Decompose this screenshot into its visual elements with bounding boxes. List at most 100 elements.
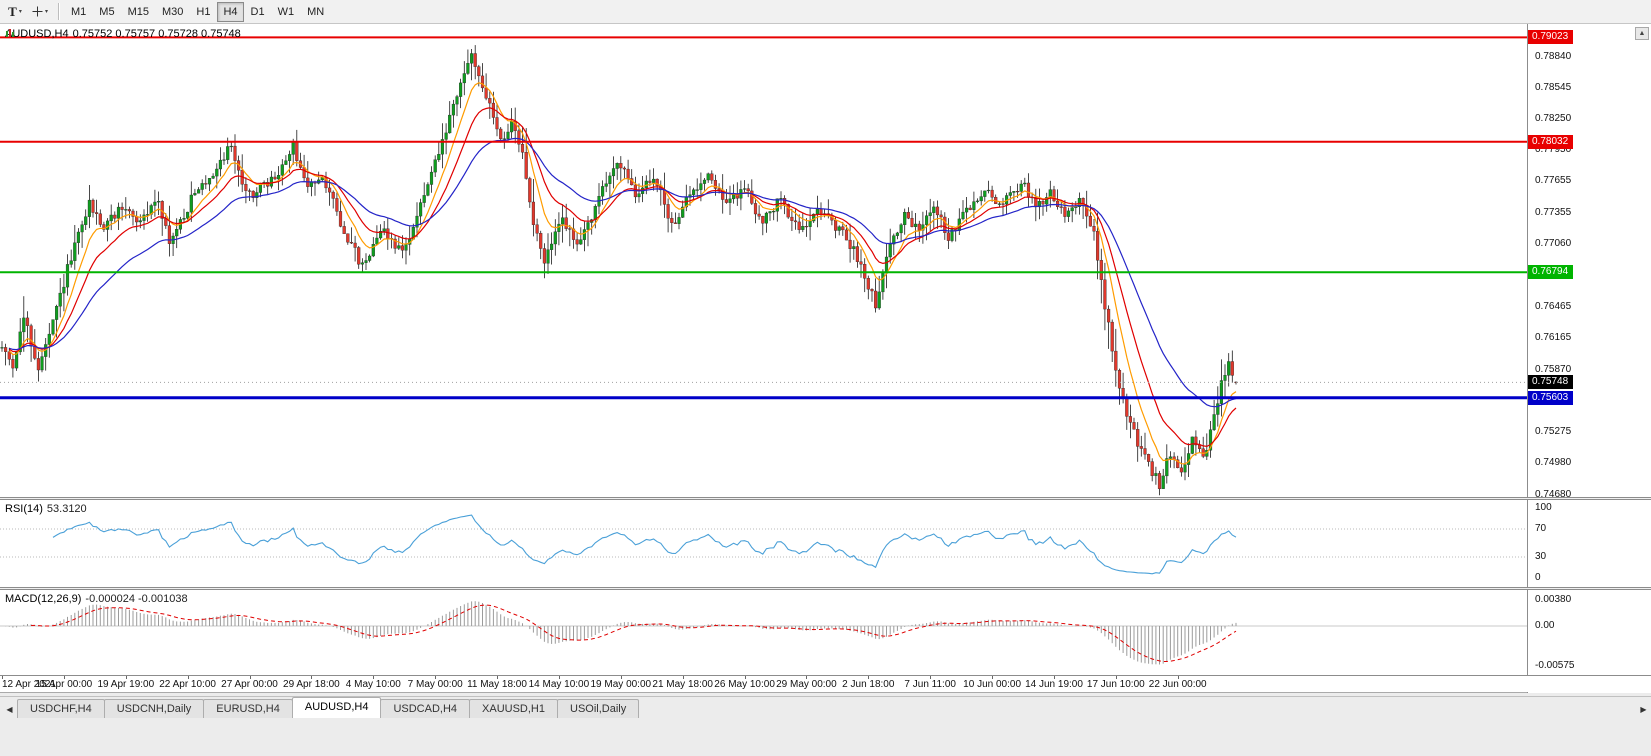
timeframe-m5[interactable]: M5 bbox=[93, 2, 120, 22]
toolbar: T ▾ ▾ M1 M5 M15 M30 H1 H4 D1 W1 MN bbox=[0, 0, 1651, 24]
chart-title: AUDUSD,H4 0.75752 0.75757 0.75728 0.7574… bbox=[5, 28, 241, 40]
templates-button[interactable]: T ▾ bbox=[3, 2, 27, 22]
chevron-down-icon: ▾ bbox=[18, 9, 22, 15]
candlestick-plot[interactable] bbox=[0, 24, 1527, 497]
time-label: 12 Apr 2021 bbox=[2, 679, 56, 690]
timeframe-m30[interactable]: M30 bbox=[156, 2, 189, 22]
time-tick bbox=[558, 676, 560, 679]
chart-tab-usdcad-h4[interactable]: USDCAD,H4 bbox=[380, 699, 471, 718]
tab-scroll-left-icon[interactable]: ◀ bbox=[2, 700, 17, 718]
price-tick: 0.78545 bbox=[1535, 81, 1572, 93]
timeframe-w1[interactable]: W1 bbox=[272, 2, 301, 22]
price-tick: 0.77355 bbox=[1535, 207, 1572, 219]
macd-tick: 0.00 bbox=[1535, 620, 1555, 631]
timeframe-m15[interactable]: M15 bbox=[122, 2, 155, 22]
time-label: 10 Jun 00:00 bbox=[963, 679, 1022, 690]
timeframe-mn[interactable]: MN bbox=[301, 2, 330, 22]
timeframe-d1[interactable]: D1 bbox=[245, 2, 271, 22]
chart-tab-usdchf-h4[interactable]: USDCHF,H4 bbox=[17, 699, 105, 718]
timeframe-h1[interactable]: H1 bbox=[190, 2, 216, 22]
tab-scroll-right-icon[interactable]: ▶ bbox=[1636, 700, 1651, 718]
price-tick: 0.77950 bbox=[1535, 144, 1572, 156]
rsi-tick: 70 bbox=[1535, 523, 1547, 534]
time-axis[interactable]: 12 Apr 2021 15 Apr 00:00 19 Apr 19:00 22 Ap… bbox=[0, 675, 1651, 692]
chart-symbol-label: AUDUSD,H4 bbox=[5, 28, 69, 40]
time-tick bbox=[497, 676, 498, 679]
time-tick bbox=[1054, 676, 1055, 679]
chevron-down-icon: ▾ bbox=[44, 9, 48, 15]
price-tick: 0.74980 bbox=[1535, 457, 1572, 469]
rsi-label: RSI(14) 53.3120 bbox=[5, 503, 87, 515]
time-tick bbox=[63, 676, 65, 679]
chart-tab-bar: ◀ USDCHF,H4 USDCNH,Daily EURUSD,H4 AUDUSD,H… bbox=[0, 696, 1651, 718]
macd-pane[interactable]: MACD(12,26,9) -0.000024 -0.001038 bbox=[0, 590, 1527, 675]
price-badge-0.76794: 0.76794 bbox=[1528, 265, 1574, 280]
time-tick bbox=[682, 676, 684, 679]
rsi-plot[interactable] bbox=[0, 500, 1527, 587]
time-tick bbox=[744, 676, 746, 679]
price-badge-0.78032: 0.78032 bbox=[1528, 134, 1574, 149]
time-label: 7 May 00:00 bbox=[407, 679, 463, 690]
price-tick: 0.77655 bbox=[1535, 175, 1572, 187]
time-tick bbox=[435, 676, 437, 679]
time-label: 21 May 18:00 bbox=[652, 679, 713, 690]
price-axis[interactable]: 0.78840 0.78545 0.78250 0.77950 0.77655 0.773… bbox=[1527, 24, 1651, 693]
macd-values: -0.000024 -0.001038 bbox=[85, 593, 188, 605]
macd-label: MACD(12,26,9) -0.000024 -0.001038 bbox=[5, 593, 188, 605]
chart-icon bbox=[6, 29, 14, 37]
price-tick: 0.74680 bbox=[1535, 488, 1572, 500]
chart-tab-eurusd-h4[interactable]: EURUSD,H4 bbox=[203, 699, 293, 718]
time-label: 2 Jun 18:00 bbox=[842, 679, 895, 690]
time-label: 4 May 10:00 bbox=[345, 679, 401, 690]
price-tick: 0.75275 bbox=[1535, 426, 1572, 438]
time-tick bbox=[311, 676, 313, 679]
chart-tab-xauusd-h1[interactable]: XAUUSD,H1 bbox=[469, 699, 558, 718]
time-label: 15 Apr 00:00 bbox=[35, 679, 93, 690]
chart-tab-usoil-daily[interactable]: USOil,Daily bbox=[557, 699, 640, 718]
price-tick: 0.78840 bbox=[1535, 50, 1572, 62]
crosshair-icon bbox=[32, 6, 43, 17]
scroll-up-button[interactable]: ▲ bbox=[1635, 27, 1649, 40]
chart-tab-audusd-h4[interactable]: AUDUSD,H4 bbox=[291, 697, 382, 718]
time-label: 27 Apr 00:00 bbox=[221, 679, 278, 690]
time-tick bbox=[187, 676, 189, 679]
time-tick bbox=[373, 676, 375, 679]
rsi-pane[interactable]: RSI(14) 53.3120 bbox=[0, 500, 1527, 587]
macd-plot[interactable] bbox=[0, 590, 1527, 675]
time-tick bbox=[868, 676, 870, 679]
cursor-button[interactable]: ▾ bbox=[28, 2, 52, 22]
time-label: 14 Jun 19:00 bbox=[1025, 679, 1083, 690]
time-label: 22 Jun 00:00 bbox=[1148, 679, 1207, 690]
timeframe-m1[interactable]: M1 bbox=[65, 2, 92, 22]
time-label: 29 Apr 18:00 bbox=[283, 679, 340, 690]
price-tick: 0.77060 bbox=[1535, 238, 1572, 250]
time-tick bbox=[930, 676, 932, 679]
price-tick: 0.75870 bbox=[1535, 363, 1572, 375]
time-tick bbox=[125, 676, 127, 679]
chart-ohlc-values: 0.75752 0.75757 0.75728 0.75748 bbox=[72, 28, 241, 40]
toolbar-separator bbox=[58, 3, 59, 20]
price-badge-0.75603: 0.75603 bbox=[1528, 390, 1574, 405]
pane-splitter[interactable] bbox=[0, 497, 1651, 500]
time-tick bbox=[992, 676, 994, 679]
rsi-tick: 0 bbox=[1535, 572, 1541, 583]
rsi-value: 53.3120 bbox=[46, 503, 87, 515]
time-label: 29 May 00:00 bbox=[776, 679, 837, 690]
tab-list: USDCHF,H4 USDCNH,Daily EURUSD,H4 AUDUSD,H4 U… bbox=[17, 697, 640, 718]
pane-splitter[interactable] bbox=[0, 587, 1651, 590]
time-tick bbox=[249, 676, 251, 679]
time-label: 22 Apr 10:00 bbox=[159, 679, 216, 690]
time-label: 17 Jun 10:00 bbox=[1086, 679, 1145, 690]
time-tick bbox=[620, 676, 622, 679]
timeframe-h4[interactable]: H4 bbox=[217, 1, 244, 22]
price-tick: 0.76465 bbox=[1535, 300, 1572, 312]
price-tick: 0.78250 bbox=[1535, 112, 1572, 124]
macd-tick: 0.00380 bbox=[1535, 593, 1572, 605]
price-badge-0.75748: 0.75748 bbox=[1528, 375, 1574, 390]
main-chart-pane[interactable]: AUDUSD,H4 0.75752 0.75757 0.75728 0.7574… bbox=[0, 24, 1527, 497]
time-label: 7 Jun 11:00 bbox=[904, 679, 956, 690]
chart-tab-usdcnh-daily[interactable]: USDCNH,Daily bbox=[103, 699, 205, 718]
rsi-name: RSI(14) bbox=[5, 503, 43, 515]
time-label: 14 May 10:00 bbox=[528, 679, 590, 690]
